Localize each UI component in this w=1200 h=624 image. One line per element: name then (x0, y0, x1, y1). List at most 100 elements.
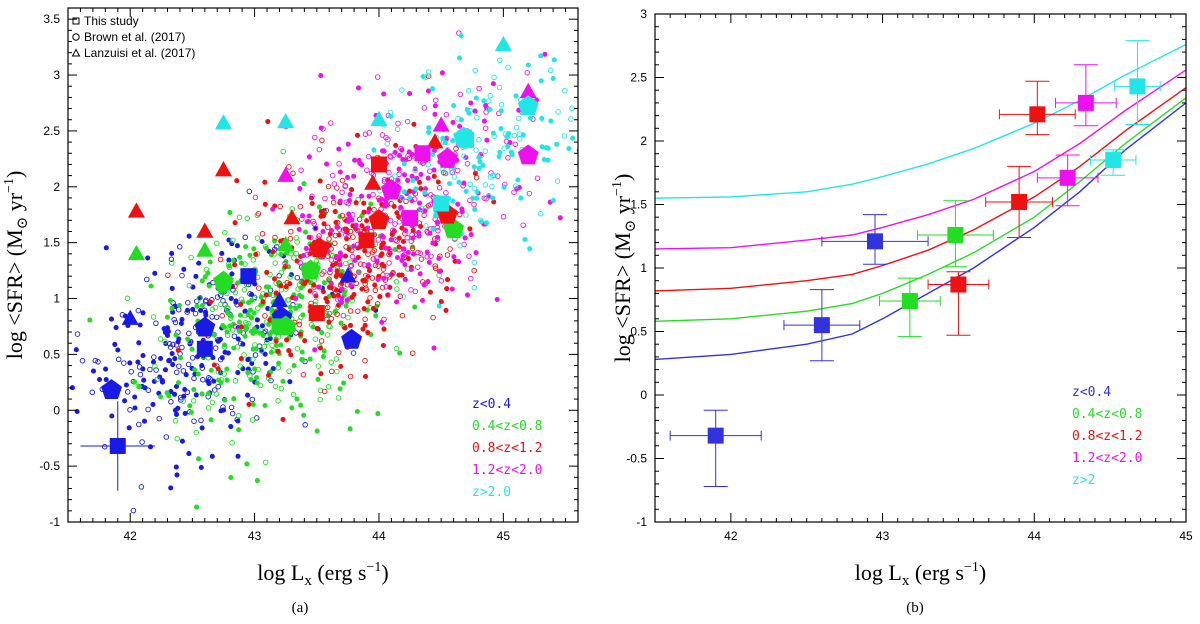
scatter-point (359, 193, 365, 199)
y-title-unit: yr (610, 195, 635, 220)
scatter-point (266, 372, 272, 378)
scatter-point (253, 251, 259, 257)
scatter-point (474, 189, 480, 195)
pentagon-marker (101, 379, 122, 399)
scatter-point (497, 149, 503, 155)
scatter-point (277, 203, 283, 210)
scatter-point (229, 327, 236, 333)
scatter-point (461, 153, 467, 159)
scatter-point (312, 134, 318, 141)
scatter-point (190, 306, 196, 312)
x-tick-label: 42 (124, 529, 138, 543)
scatter-point (408, 266, 414, 273)
triangle-marker (432, 116, 450, 132)
triangle-marker (370, 110, 388, 127)
scatter-point (481, 118, 487, 124)
scatter-point (238, 340, 244, 347)
scatter-point (435, 179, 441, 185)
scatter-point (343, 260, 349, 267)
scatter-point (348, 282, 354, 288)
scatter-point (468, 275, 474, 282)
scatter-point (346, 197, 352, 204)
scatter-point (426, 129, 432, 135)
scatter-point (221, 371, 227, 377)
scatter-point (474, 115, 480, 121)
scatter-point (324, 332, 331, 338)
scatter-point (332, 240, 338, 246)
scatter-point (464, 107, 470, 113)
plot-area-b (655, 40, 1186, 487)
scatter-point (241, 352, 247, 358)
scatter-point (199, 391, 205, 397)
scatter-point (511, 189, 517, 195)
scatter-point (176, 302, 183, 308)
scatter-point (407, 91, 413, 97)
scatter-point (561, 133, 568, 139)
scatter-point (482, 125, 489, 131)
scatter-point (299, 294, 305, 300)
scatter-point (172, 319, 179, 326)
scatter-point (520, 222, 526, 228)
scatter-point (251, 246, 257, 252)
scatter-point (534, 175, 541, 181)
square-marker (458, 131, 475, 148)
triangle-marker (196, 222, 214, 238)
scatter-point (74, 331, 81, 337)
scatter-point (425, 69, 432, 75)
scatter-point (153, 367, 159, 373)
scatter-point (516, 135, 523, 142)
scatter-point (430, 240, 436, 246)
scatter-point (387, 217, 394, 224)
scatter-point (328, 120, 334, 126)
scatter-point (286, 368, 292, 374)
scatter-point (388, 200, 394, 207)
scatter-point (215, 366, 221, 372)
panel-label-b: (b) (906, 600, 924, 616)
scatter-point (232, 283, 238, 290)
scatter-point (364, 167, 370, 173)
scatter-point (306, 154, 312, 160)
scatter-point (496, 84, 503, 91)
scatter-point (436, 255, 442, 261)
scatter-point (456, 211, 463, 218)
scatter-point (327, 323, 333, 330)
scatter-point (89, 389, 96, 396)
scatter-point (186, 330, 192, 337)
scatter-point (457, 123, 463, 129)
scatter-point (340, 312, 347, 319)
scatter-point (172, 418, 179, 424)
scatter-point (394, 299, 400, 305)
square-marker (240, 268, 257, 285)
scatter-point (275, 364, 282, 371)
scatter-point (276, 280, 282, 286)
scatter-point (361, 306, 367, 312)
scatter-point (311, 282, 317, 288)
square-marker (1105, 152, 1122, 169)
scatter-point (371, 206, 377, 213)
legend-circle-icon (72, 33, 80, 41)
scatter-point (215, 383, 221, 390)
scatter-point (318, 338, 325, 344)
scatter-point (365, 225, 371, 231)
scatter-point (411, 121, 417, 127)
scatter-point (156, 415, 162, 422)
scatter-point (427, 168, 433, 174)
scatter-point (396, 153, 403, 159)
scatter-point (361, 278, 367, 284)
scatter-point (335, 395, 342, 401)
scatter-point (337, 386, 343, 392)
y-title-main: log <SFR> (M (610, 232, 635, 362)
scatter-point (381, 275, 387, 282)
scatter-point (222, 397, 228, 403)
scatter-point (373, 313, 379, 319)
y-tick-label: 0 (53, 403, 60, 417)
scatter-point (474, 195, 480, 201)
scatter-point (90, 368, 97, 374)
scatter-point (316, 284, 322, 290)
scatter-point (136, 421, 142, 428)
scatter-point (349, 187, 355, 193)
scatter-point (436, 185, 443, 191)
scatter-point (520, 132, 526, 138)
scatter-point (251, 310, 257, 316)
scatter-point (236, 214, 243, 221)
